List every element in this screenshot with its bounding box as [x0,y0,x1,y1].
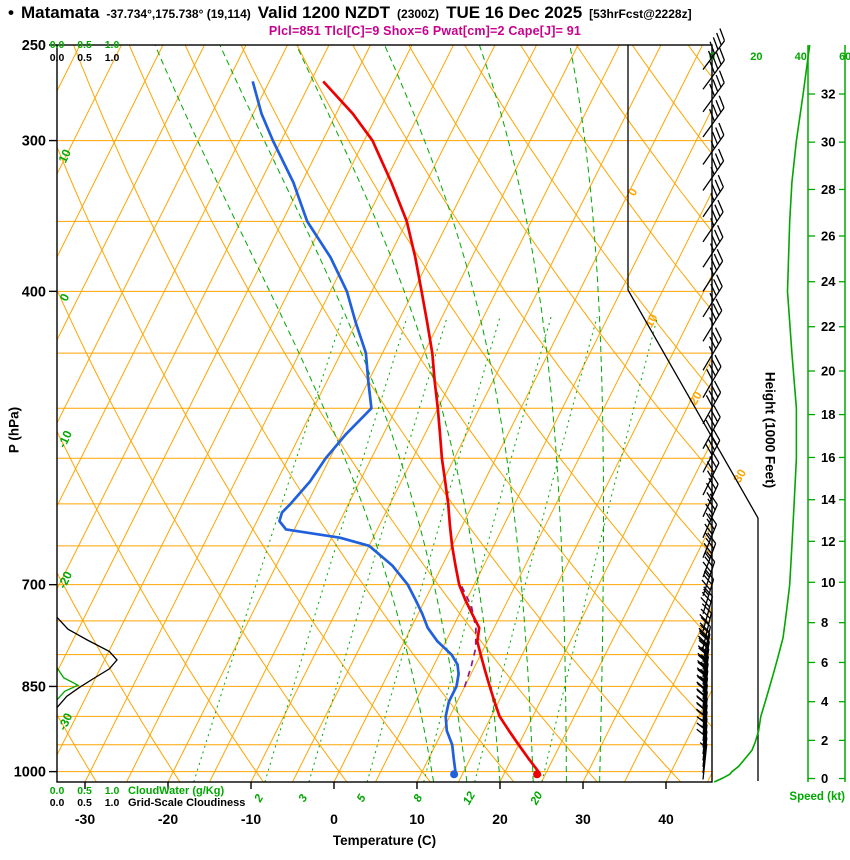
wind-speed-curve [713,44,811,783]
svg-text:0: 0 [57,291,73,303]
svg-text:300: 300 [22,134,46,150]
surface-temperature-dot [533,770,542,779]
svg-text:40: 40 [658,811,674,827]
svg-text:0.0: 0.0 [50,797,65,809]
valid-date: TUE 16 Dec 2025 [446,3,583,22]
svg-text:0.5: 0.5 [77,785,92,797]
svg-text:22: 22 [821,319,835,334]
svg-text:28: 28 [821,182,835,197]
svg-text:0.0: 0.0 [50,39,65,51]
svg-text:30: 30 [821,135,835,150]
height-axis [807,45,846,782]
svg-text:-30: -30 [75,811,95,827]
svg-text:10: 10 [409,811,425,827]
svg-text:Grid-Scale Cloudiness: Grid-Scale Cloudiness [128,797,245,809]
valid-time: Valid 1200 NZDT [257,3,391,22]
svg-text:-20: -20 [158,811,178,827]
svg-text:20: 20 [686,389,705,408]
svg-text:1.0: 1.0 [105,39,120,51]
height-axis-title: Height (1000 Feet) [762,371,778,489]
svg-text:12: 12 [461,789,478,807]
svg-text:2: 2 [252,792,266,805]
svg-text:1.0: 1.0 [105,52,120,64]
svg-text:3: 3 [297,792,311,804]
svg-text:18: 18 [821,407,835,422]
isotherm-label-guide-line [627,45,759,781]
surface-dewpoint-dot [450,770,459,779]
svg-text:CloudWater (g/Kg): CloudWater (g/Kg) [128,785,224,797]
svg-text:8: 8 [412,792,426,804]
wind-barbs [695,28,726,780]
svg-text:10: 10 [821,575,835,590]
svg-text:0.5: 0.5 [77,797,92,809]
title-bar: • Matamata -37.734°,175.738° (19,114) Va… [8,3,692,23]
svg-text:24: 24 [821,274,836,289]
svg-text:400: 400 [22,284,46,300]
svg-text:700: 700 [22,578,46,594]
sounding-traces [251,80,542,777]
svg-text:-20: -20 [55,569,75,591]
svg-text:16: 16 [821,450,835,465]
svg-text:32: 32 [821,87,835,102]
speed-axis-title: Speed (kt) [789,791,845,803]
svg-text:8: 8 [821,615,828,630]
svg-text:0.5: 0.5 [77,52,92,64]
svg-text:0.0: 0.0 [50,52,65,64]
temperature-axis-title: Temperature (C) [332,833,437,848]
svg-text:20: 20 [528,789,546,807]
pressure-axis-title: P (hPa) [6,406,22,454]
svg-text:30: 30 [575,811,591,827]
svg-text:1000: 1000 [14,765,46,781]
svg-text:0.0: 0.0 [50,785,65,797]
svg-text:10: 10 [642,311,661,330]
svg-text:6: 6 [821,655,828,670]
skewt-grid [57,45,712,782]
svg-text:2: 2 [821,733,828,748]
svg-text:5: 5 [355,792,369,804]
frame-axes [49,44,713,789]
svg-text:0.5: 0.5 [77,39,92,51]
svg-text:-10: -10 [241,811,261,827]
svg-text:250: 250 [22,38,46,54]
svg-text:1.0: 1.0 [105,785,120,797]
svg-text:10: 10 [56,147,74,165]
params-line: Plcl=851 Tlcl[C]=9 Shox=6 Pwat[cm]=2 Cap… [268,24,582,38]
svg-text:850: 850 [22,679,46,695]
station-name: Matamata [20,3,100,22]
cloud-profiles [56,616,118,709]
svg-text:12: 12 [821,534,835,549]
svg-text:4: 4 [821,694,829,709]
svg-text:26: 26 [821,228,835,243]
station-bullet: • [8,3,14,22]
station-coords: -37.734°,175.738° (19,114) [106,7,251,21]
svg-text:20: 20 [492,811,508,827]
valid-zulu: (2300Z) [397,7,440,21]
svg-text:40: 40 [795,51,807,63]
svg-text:-30: -30 [55,711,75,733]
svg-text:14: 14 [821,492,836,507]
svg-text:20: 20 [750,51,762,63]
parcel-trace [460,584,477,688]
svg-text:1.0: 1.0 [105,797,120,809]
svg-text:30: 30 [730,466,749,485]
forecast-info: [53hrFcst@2228z] [589,7,692,21]
temperature-trace [322,80,542,777]
dewpoint-trace [251,81,460,777]
svg-text:20: 20 [821,363,835,378]
svg-text:0: 0 [330,811,338,827]
svg-text:-10: -10 [55,428,75,450]
svg-text:0: 0 [821,771,828,786]
